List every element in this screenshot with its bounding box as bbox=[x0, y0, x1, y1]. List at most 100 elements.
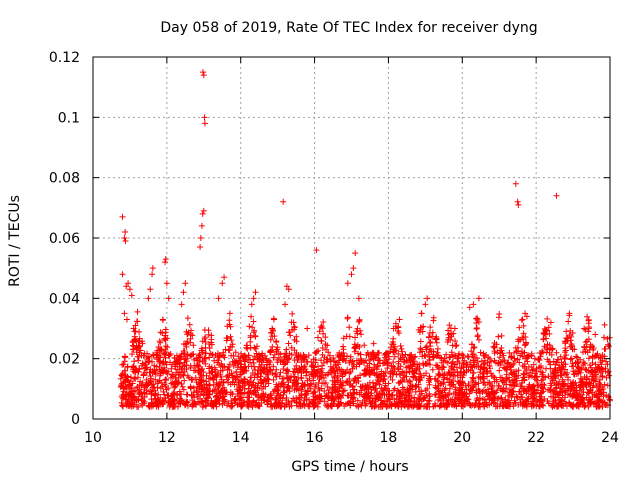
data-point-band bbox=[573, 390, 580, 397]
data-point-band bbox=[510, 361, 517, 368]
data-point-band bbox=[397, 398, 404, 405]
data-point-band bbox=[473, 354, 480, 361]
data-point-band bbox=[180, 347, 187, 354]
data-point-band bbox=[229, 372, 236, 379]
data-point-band bbox=[470, 369, 477, 376]
data-point-band bbox=[156, 358, 163, 365]
data-point-band bbox=[295, 351, 302, 358]
data-point-band bbox=[162, 383, 169, 390]
y-tick-label: 0.02 bbox=[49, 352, 80, 368]
data-point-band bbox=[407, 398, 414, 405]
data-point-band bbox=[334, 359, 341, 366]
data-point-band bbox=[489, 384, 496, 391]
data-point bbox=[200, 69, 207, 76]
data-point-band bbox=[558, 401, 565, 408]
data-point-band bbox=[382, 380, 389, 387]
data-point-band bbox=[163, 361, 170, 368]
data-point-band bbox=[422, 387, 429, 394]
data-point-band bbox=[352, 375, 359, 382]
data-point-band bbox=[206, 341, 213, 348]
data-point bbox=[466, 304, 473, 311]
data-point bbox=[180, 289, 187, 296]
data-point-band bbox=[366, 397, 373, 404]
data-point-band bbox=[534, 398, 541, 405]
data-point bbox=[370, 340, 377, 347]
data-point-band bbox=[209, 369, 216, 376]
data-point-band bbox=[418, 398, 425, 405]
data-point-band bbox=[426, 340, 433, 347]
data-point-band bbox=[251, 353, 258, 360]
data-point-band bbox=[349, 365, 356, 372]
data-point-band bbox=[155, 391, 162, 398]
data-point-band bbox=[605, 343, 612, 350]
data-point bbox=[418, 310, 425, 317]
data-point-band bbox=[347, 353, 354, 360]
data-point-band bbox=[597, 402, 604, 409]
data-point-band bbox=[527, 391, 534, 398]
data-point-band bbox=[222, 346, 229, 353]
data-point-band bbox=[416, 370, 423, 377]
data-point-band bbox=[531, 389, 538, 396]
data-point-band bbox=[334, 388, 341, 395]
data-point-band bbox=[305, 352, 312, 359]
data-point-band bbox=[573, 353, 580, 360]
data-point-band bbox=[453, 342, 460, 349]
data-point-band bbox=[136, 366, 143, 373]
data-point-band bbox=[586, 346, 593, 353]
data-point-band bbox=[196, 351, 203, 358]
data-point-band bbox=[131, 393, 138, 400]
data-point-band bbox=[459, 386, 466, 393]
data-point-band bbox=[456, 385, 463, 392]
data-point-band bbox=[322, 334, 329, 341]
data-point-band bbox=[231, 399, 238, 406]
data-point-band bbox=[189, 397, 196, 404]
data-point-band bbox=[426, 354, 433, 361]
data-point-band bbox=[256, 358, 263, 365]
data-point bbox=[348, 271, 355, 278]
data-point-band bbox=[246, 394, 253, 401]
data-point-band bbox=[362, 402, 369, 409]
data-point-band bbox=[150, 352, 157, 359]
data-point-band bbox=[139, 340, 146, 347]
data-point-band bbox=[523, 403, 530, 410]
data-point-band bbox=[126, 390, 133, 397]
data-point-band bbox=[507, 366, 514, 373]
data-point-band bbox=[215, 387, 222, 394]
data-point-band bbox=[336, 366, 343, 373]
data-point-band bbox=[523, 340, 530, 347]
data-point-band bbox=[184, 338, 191, 345]
data-point-band bbox=[139, 393, 146, 400]
data-point-band bbox=[187, 339, 194, 346]
data-point-band bbox=[403, 392, 410, 399]
data-point-band bbox=[498, 332, 505, 339]
data-point-band bbox=[151, 366, 158, 373]
data-point-band bbox=[474, 333, 481, 340]
data-point-band bbox=[189, 351, 196, 358]
data-point-band bbox=[469, 374, 476, 381]
data-point-band bbox=[501, 365, 508, 372]
data-point-band bbox=[234, 391, 241, 398]
data-point-band bbox=[201, 355, 208, 362]
data-point-band bbox=[288, 351, 295, 358]
data-point-band bbox=[248, 374, 255, 381]
data-point-band bbox=[198, 399, 205, 406]
data-point-band bbox=[380, 387, 387, 394]
data-point-band bbox=[591, 376, 598, 383]
data-point-band bbox=[454, 372, 461, 379]
data-point-band bbox=[374, 377, 381, 384]
data-point-band bbox=[129, 380, 136, 387]
data-point-band bbox=[592, 373, 599, 380]
data-point-band bbox=[452, 337, 459, 344]
data-point-band bbox=[461, 361, 468, 368]
data-point-band bbox=[190, 342, 197, 349]
data-point bbox=[162, 259, 169, 266]
data-point-band bbox=[458, 382, 465, 389]
data-point-band bbox=[435, 397, 442, 404]
data-point-band bbox=[589, 359, 596, 366]
data-point-band bbox=[545, 324, 552, 331]
data-point-band bbox=[528, 364, 535, 371]
data-point-band bbox=[237, 360, 244, 367]
data-point-band bbox=[238, 350, 245, 357]
data-point-band bbox=[412, 353, 419, 360]
data-point-band bbox=[420, 360, 427, 367]
